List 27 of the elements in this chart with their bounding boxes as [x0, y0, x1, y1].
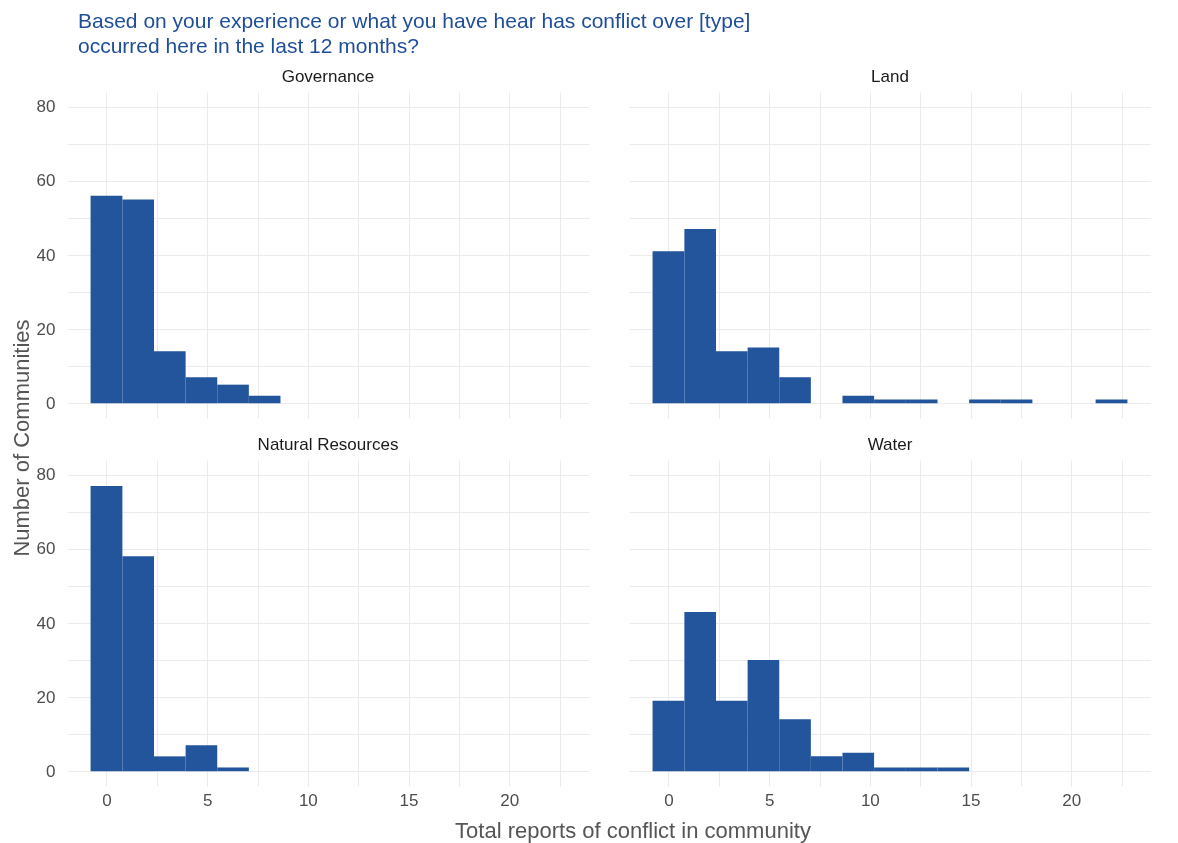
y-tick-label: 0: [46, 761, 56, 781]
x-tick-label: 20: [500, 790, 520, 810]
x-axis-title: Total reports of conflict in community: [455, 818, 811, 843]
x-tick-label: 15: [961, 790, 981, 810]
y-tick-label: 40: [36, 613, 56, 633]
x-tick-label: 10: [860, 790, 880, 810]
y-tick-label: 20: [36, 319, 56, 339]
y-tick-label: 80: [36, 465, 56, 485]
y-tick-label: 20: [36, 687, 56, 707]
y-axis-title: Number of Communities: [9, 319, 35, 557]
y-tick-label: 60: [36, 539, 56, 559]
x-tick-label: 0: [664, 790, 674, 810]
x-tick-label: 0: [102, 790, 112, 810]
x-tick-label: 15: [399, 790, 419, 810]
y-tick-label: 0: [46, 393, 56, 413]
x-tick-label: 5: [202, 790, 213, 810]
chart-title: Water: [867, 435, 913, 454]
chart-title: Land: [871, 67, 909, 86]
y-tick-label: 60: [36, 171, 56, 191]
chart-title: Natural Resources: [257, 435, 399, 454]
y-tick-label: 40: [36, 245, 56, 265]
chart-title: Governance: [281, 67, 375, 86]
x-tick-label: 10: [298, 790, 318, 810]
text: Based on your experience or what you have hear has conflict over [type] occurred here in the last 12 months?: [78, 8, 752, 58]
y-tick-label: 80: [36, 97, 56, 117]
x-tick-label: 5: [764, 790, 775, 810]
x-tick-label: 20: [1062, 790, 1082, 810]
